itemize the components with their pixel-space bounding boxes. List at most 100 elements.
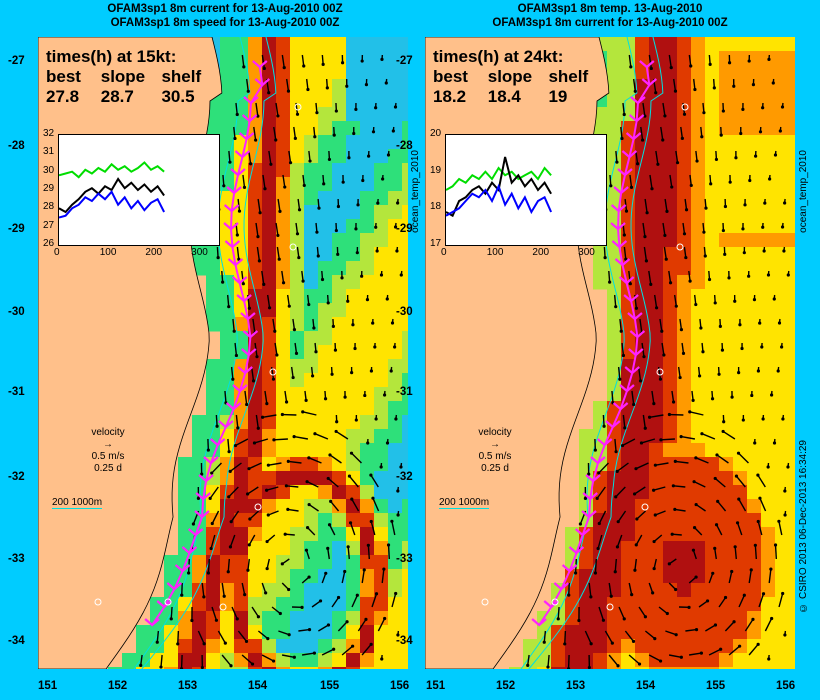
velocity-arrowhead bbox=[228, 160, 232, 164]
right-times-heading: times(h) at 24kt: bbox=[433, 47, 564, 66]
field-cell bbox=[402, 387, 408, 402]
velocity-arrow bbox=[689, 174, 692, 186]
field-cell bbox=[579, 499, 594, 514]
velocity-arrowhead bbox=[695, 159, 699, 163]
field-cell bbox=[220, 387, 235, 402]
velocity-arrowhead bbox=[629, 185, 634, 189]
field-cell bbox=[318, 121, 333, 136]
field-cell bbox=[276, 471, 291, 486]
velocity-arrowhead bbox=[287, 633, 291, 637]
velocity-arrowhead bbox=[241, 282, 245, 286]
field-cell bbox=[579, 639, 594, 654]
field-cell bbox=[304, 79, 319, 94]
velocity-arrowhead bbox=[385, 441, 390, 445]
field-cell bbox=[234, 191, 249, 206]
field-cell bbox=[747, 513, 762, 528]
field-cell bbox=[388, 667, 403, 669]
field-cell bbox=[523, 639, 538, 654]
velocity-arrowhead bbox=[256, 615, 261, 619]
velocity-arrow bbox=[638, 606, 646, 618]
velocity-arrowhead bbox=[680, 136, 684, 140]
velocity-arrow bbox=[636, 510, 647, 520]
velocity-arrowhead bbox=[634, 306, 638, 310]
field-cell bbox=[593, 471, 608, 486]
field-cell bbox=[593, 415, 608, 430]
field-cell bbox=[318, 261, 333, 276]
field-cell bbox=[761, 443, 776, 458]
field-cell bbox=[346, 79, 361, 94]
velocity-arrowhead bbox=[760, 345, 764, 349]
field-cell bbox=[691, 625, 706, 640]
velocity-arrowhead bbox=[281, 281, 286, 285]
field-cell bbox=[360, 625, 375, 640]
field-cell bbox=[593, 499, 608, 514]
velocity-arrow bbox=[357, 619, 367, 632]
field-cell bbox=[402, 79, 408, 94]
field-cell bbox=[551, 667, 566, 669]
field-cell bbox=[360, 373, 375, 388]
field-cell bbox=[374, 611, 389, 626]
field-cell bbox=[332, 121, 347, 136]
velocity-arrowhead bbox=[256, 426, 260, 430]
field-cell bbox=[164, 569, 179, 584]
velocity-arrowhead bbox=[355, 593, 359, 597]
field-cell bbox=[290, 359, 305, 374]
velocity-arrowhead bbox=[242, 185, 247, 189]
field-cell bbox=[206, 373, 221, 388]
field-cell bbox=[677, 247, 692, 262]
velocity-arrow bbox=[391, 521, 396, 536]
velocity-arrowhead bbox=[340, 276, 344, 280]
velocity-arrowhead bbox=[780, 225, 785, 229]
field-cell bbox=[346, 415, 361, 430]
velocity-arrowhead bbox=[756, 369, 760, 373]
velocity-arrowhead bbox=[216, 256, 220, 260]
field-cell bbox=[705, 233, 720, 248]
inset-xtick: 300 bbox=[191, 247, 208, 258]
field-cell bbox=[719, 107, 734, 122]
field-cell bbox=[789, 597, 795, 612]
field-cell bbox=[747, 429, 762, 444]
left-inset-plot bbox=[58, 134, 220, 246]
field-cell bbox=[248, 401, 263, 416]
velocity-arrowhead bbox=[737, 497, 741, 501]
velocity-arrowhead bbox=[694, 502, 698, 507]
field-cell bbox=[789, 303, 795, 318]
field-cell bbox=[248, 177, 263, 192]
field-cell bbox=[304, 219, 319, 234]
field-cell bbox=[332, 65, 347, 80]
velocity-arrow bbox=[292, 318, 296, 330]
field-cell bbox=[733, 303, 748, 318]
velocity-arrowhead bbox=[650, 187, 654, 191]
velocity-arrowhead bbox=[754, 154, 758, 158]
velocity-arrow bbox=[602, 414, 605, 427]
field-cell bbox=[621, 639, 636, 654]
field-cell bbox=[663, 527, 678, 542]
field-cell bbox=[206, 359, 221, 374]
field-cell bbox=[402, 191, 408, 206]
field-cell bbox=[220, 667, 235, 669]
left-title-line1: OFAM3sp1 8m current for 13-Aug-2010 00Z bbox=[107, 3, 343, 15]
field-cell bbox=[192, 569, 207, 584]
field-cell bbox=[789, 275, 795, 290]
field-cell bbox=[635, 121, 650, 136]
field-cell bbox=[332, 485, 347, 500]
velocity-arrowhead bbox=[236, 426, 240, 430]
field-cell bbox=[220, 331, 235, 346]
velocity-arrow bbox=[306, 481, 319, 488]
field-cell bbox=[318, 345, 333, 360]
field-cell bbox=[649, 471, 664, 486]
field-cell bbox=[607, 527, 622, 542]
field-cell bbox=[733, 541, 748, 556]
field-cell bbox=[663, 359, 678, 374]
field-cell bbox=[691, 639, 706, 654]
velocity-arrowhead bbox=[210, 471, 214, 475]
velocity-arrow bbox=[616, 462, 629, 472]
field-cell bbox=[677, 597, 692, 612]
field-cell bbox=[346, 303, 361, 318]
field-cell bbox=[276, 541, 291, 556]
field-cell bbox=[276, 303, 291, 318]
field-cell bbox=[663, 135, 678, 150]
velocity-arrowhead bbox=[307, 456, 311, 460]
velocity-arrowhead bbox=[371, 321, 375, 325]
velocity-arrowhead bbox=[251, 379, 256, 383]
